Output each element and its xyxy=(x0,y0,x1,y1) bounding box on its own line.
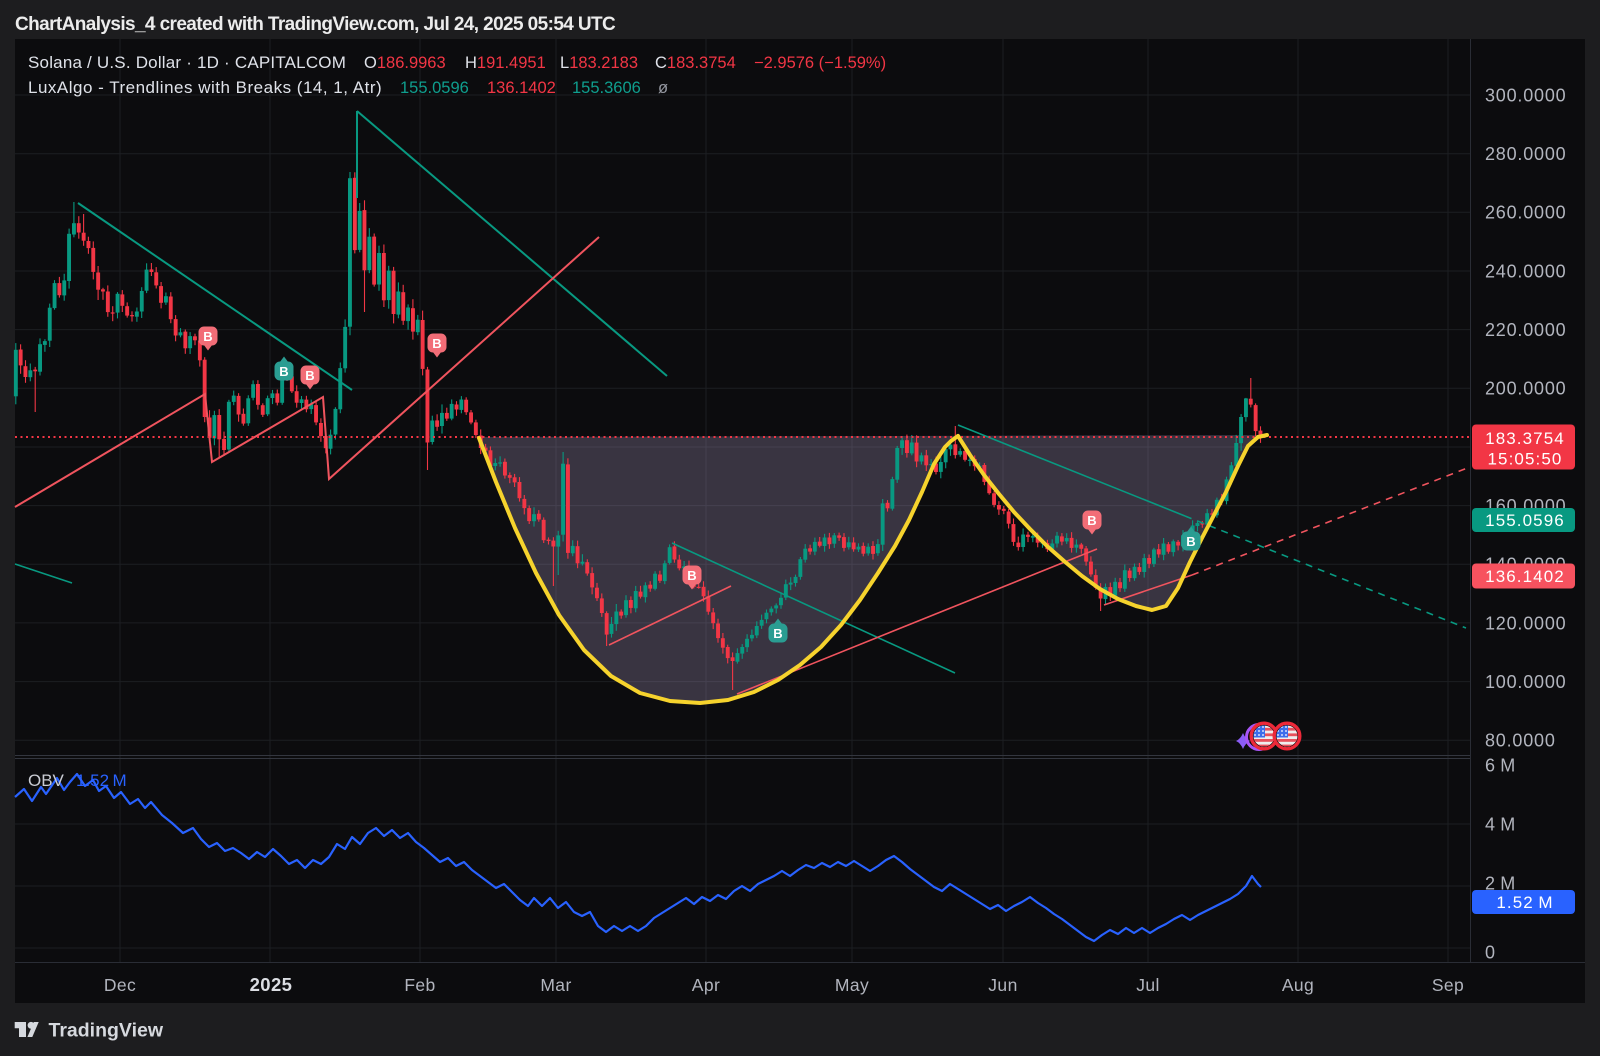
svg-text:L183.2183: L183.2183 xyxy=(560,54,638,72)
svg-text:TradingView: TradingView xyxy=(49,1020,164,1042)
svg-text:136.1402: 136.1402 xyxy=(487,79,556,97)
svg-text:1.52 M: 1.52 M xyxy=(76,771,127,790)
svg-text:2 M: 2 M xyxy=(1485,873,1516,893)
svg-text:B: B xyxy=(432,336,441,351)
svg-text:280.0000: 280.0000 xyxy=(1485,144,1566,164)
svg-text:0: 0 xyxy=(1485,942,1496,962)
svg-text:260.0000: 260.0000 xyxy=(1485,203,1566,223)
svg-text:H191.4951: H191.4951 xyxy=(465,54,546,72)
svg-text:155.0596: 155.0596 xyxy=(1485,511,1565,530)
svg-text:200.0000: 200.0000 xyxy=(1485,379,1566,399)
svg-text:Aug: Aug xyxy=(1282,975,1314,995)
svg-text:6 M: 6 M xyxy=(1485,755,1516,775)
svg-text:300.0000: 300.0000 xyxy=(1485,85,1566,105)
svg-text:2025: 2025 xyxy=(250,974,293,995)
svg-text:O186.9963: O186.9963 xyxy=(364,54,446,72)
svg-text:240.0000: 240.0000 xyxy=(1485,261,1566,281)
svg-text:B: B xyxy=(687,568,696,583)
svg-text:1.52 M: 1.52 M xyxy=(1496,893,1553,912)
svg-text:80.0000: 80.0000 xyxy=(1485,731,1556,751)
svg-text:−2.9576 (−1.59%): −2.9576 (−1.59%) xyxy=(754,54,886,72)
svg-text:B: B xyxy=(1186,534,1195,549)
svg-text:Feb: Feb xyxy=(404,975,435,995)
svg-text:136.1402: 136.1402 xyxy=(1485,567,1565,586)
svg-text:Dec: Dec xyxy=(104,975,136,995)
svg-text:Jun: Jun xyxy=(988,975,1017,995)
svg-text:Mar: Mar xyxy=(540,975,571,995)
svg-text:ø: ø xyxy=(658,79,668,97)
svg-text:B: B xyxy=(773,626,782,641)
svg-text:220.0000: 220.0000 xyxy=(1485,320,1566,340)
svg-text:155.0596: 155.0596 xyxy=(400,79,469,97)
svg-text:4 M: 4 M xyxy=(1485,814,1516,834)
svg-text:ChartAnalysis_4 created with T: ChartAnalysis_4 created with TradingView… xyxy=(15,14,616,35)
svg-text:15:05:50: 15:05:50 xyxy=(1488,450,1563,469)
svg-text:Jul: Jul xyxy=(1136,975,1160,995)
svg-text:155.3606: 155.3606 xyxy=(572,79,641,97)
svg-text:Apr: Apr xyxy=(692,975,720,995)
svg-text:183.3754: 183.3754 xyxy=(1485,429,1565,448)
svg-text:B: B xyxy=(305,368,314,383)
svg-text:OBV: OBV xyxy=(28,771,65,790)
svg-text:B: B xyxy=(1087,513,1096,528)
svg-text:C183.3754: C183.3754 xyxy=(655,54,736,72)
svg-text:LuxAlgo - Trendlines with Brea: LuxAlgo - Trendlines with Breaks (14, 1,… xyxy=(28,78,382,97)
svg-text:Solana / U.S. Dollar · 1D · CA: Solana / U.S. Dollar · 1D · CAPITALCOM xyxy=(28,53,346,72)
svg-text:120.0000: 120.0000 xyxy=(1485,613,1566,633)
svg-text:B: B xyxy=(203,329,212,344)
svg-text:B: B xyxy=(279,364,288,379)
svg-text:100.0000: 100.0000 xyxy=(1485,672,1566,692)
svg-text:Sep: Sep xyxy=(1432,975,1464,995)
svg-text:May: May xyxy=(835,975,869,995)
